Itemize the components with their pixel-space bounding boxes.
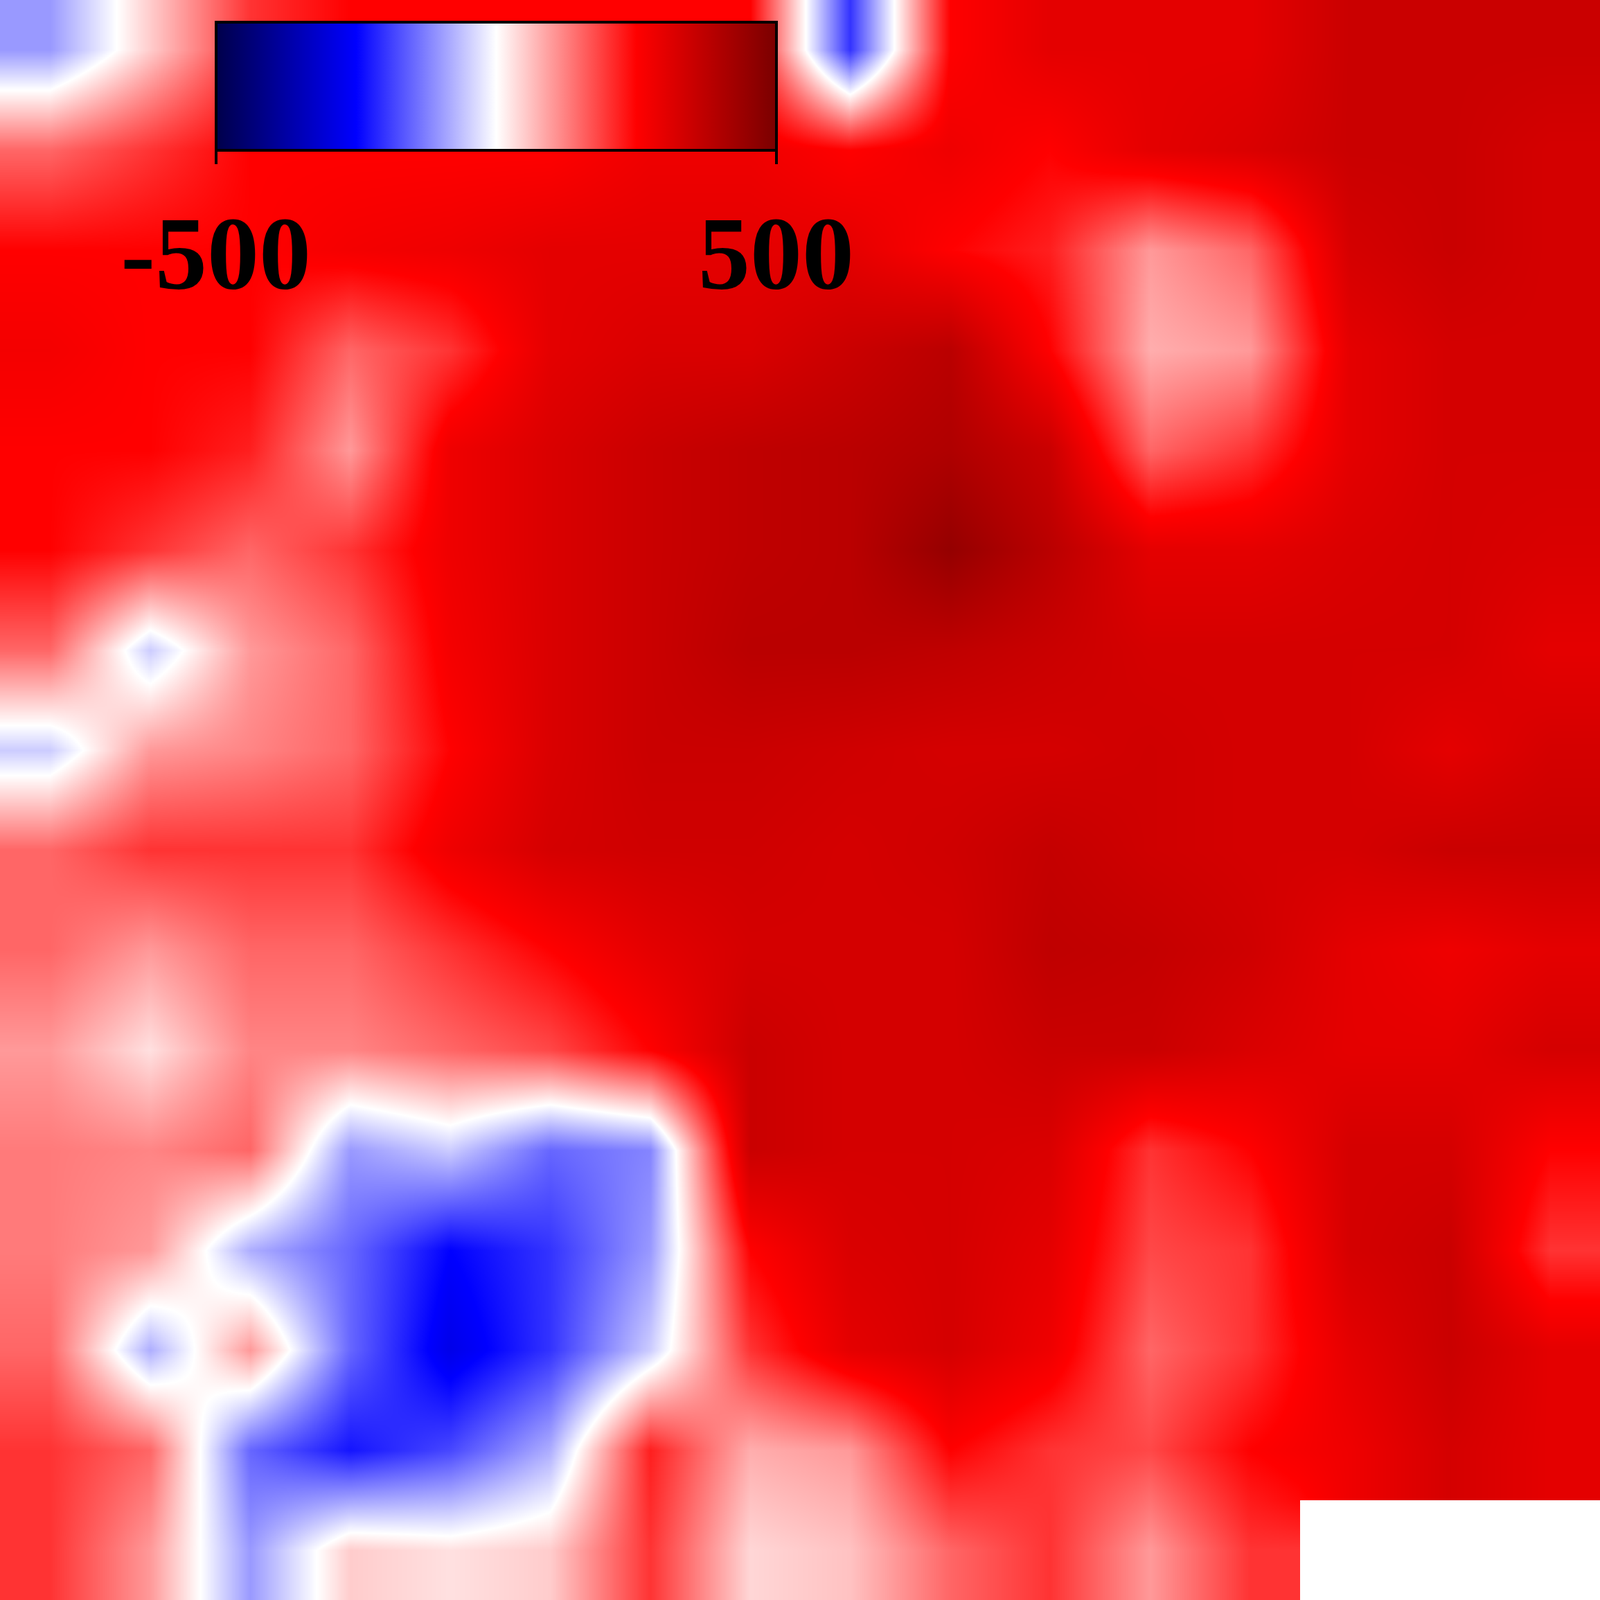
svg-text:-500: -500 xyxy=(120,196,311,311)
svg-text:500: 500 xyxy=(698,196,855,311)
